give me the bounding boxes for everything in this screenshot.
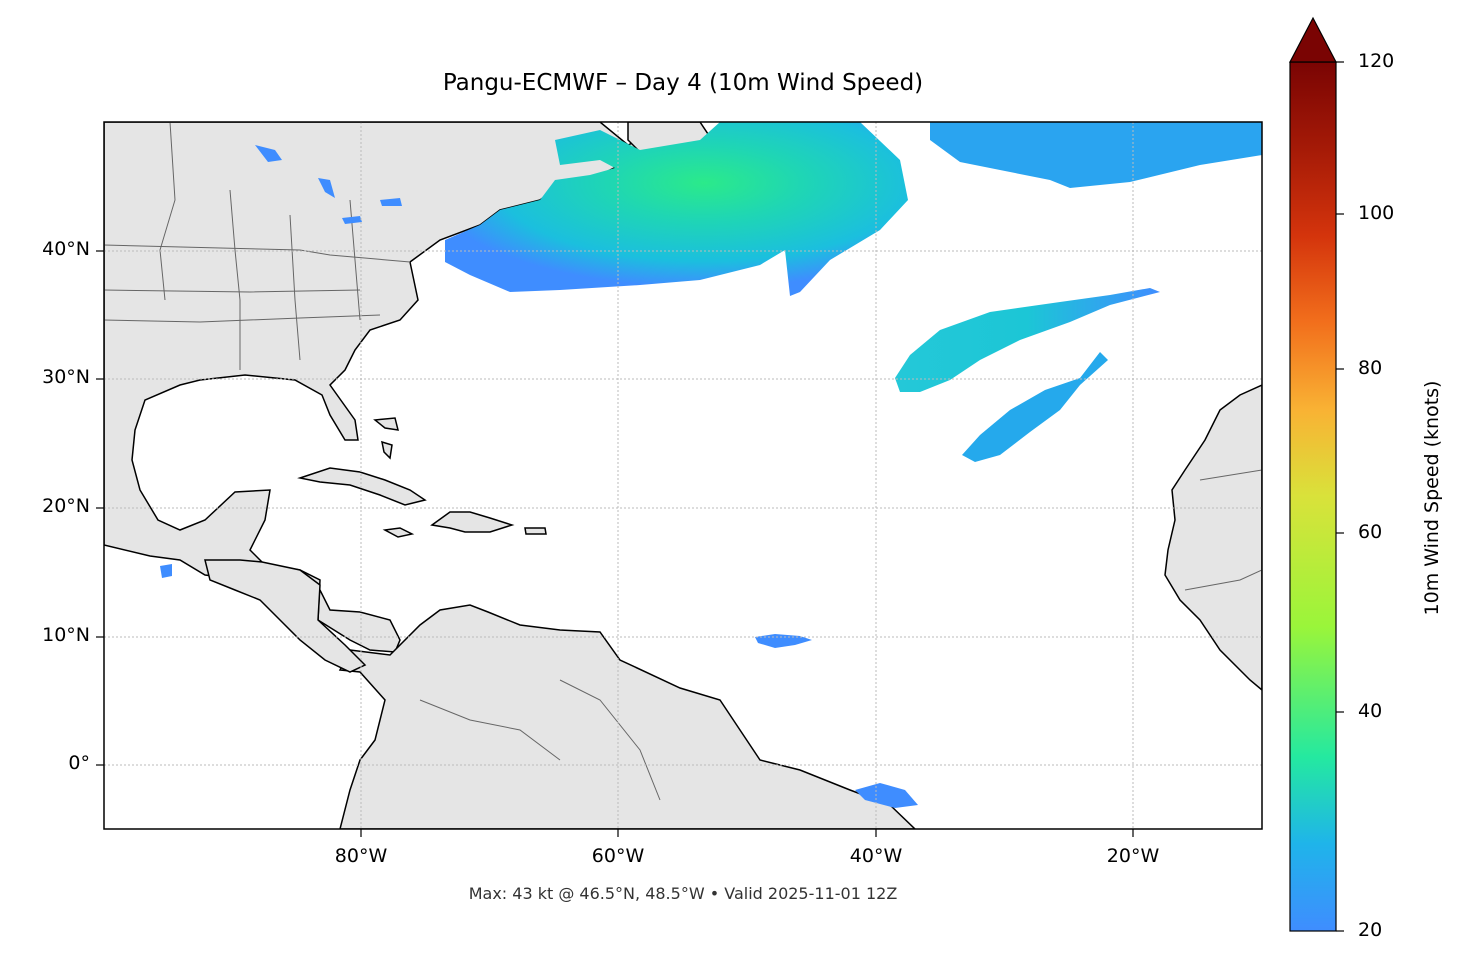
colorbar-tick-40: 40 (1358, 700, 1383, 722)
map-title: Pangu-ECMWF – Day 4 (10m Wind Speed) (442, 70, 924, 96)
northeast-atlantic-band (930, 122, 1262, 188)
africa-land (1164, 384, 1262, 691)
lon-label-40w: 40°W (849, 845, 903, 867)
jamaica-land (382, 527, 415, 538)
great-lakes-patch (255, 145, 402, 224)
colorbar-tick-60: 60 (1358, 521, 1383, 543)
map-layers (104, 122, 1262, 829)
bahamas-land (373, 417, 400, 460)
colorbar-tick-20: 20 (1358, 919, 1383, 941)
gridlines (104, 122, 1262, 829)
hispaniola-land (430, 511, 515, 533)
colorbar-gradient (1289, 61, 1337, 932)
lon-label-20w: 20°W (1106, 845, 1160, 867)
south-america-land (338, 604, 917, 829)
colorbar-tick-100: 100 (1358, 202, 1395, 224)
lat-label-30n: 30°N (42, 366, 90, 388)
central-atlantic-band-north (895, 288, 1160, 392)
lat-label-20n: 20°N (42, 495, 90, 517)
colorbar-extend-arrow (1289, 16, 1337, 63)
central-atlantic-band-south (962, 352, 1108, 462)
puerto-rico-land (524, 527, 547, 535)
northwest-atlantic-jet (445, 122, 908, 296)
colorbar-tick-80: 80 (1358, 357, 1383, 379)
colorbar-label: 10m Wind Speed (knots) (1421, 380, 1443, 616)
axis-ticks (96, 250, 1134, 837)
lat-label-40n: 40°N (42, 238, 90, 260)
colorbar (1289, 16, 1344, 932)
central-america-land (204, 559, 367, 673)
cuba-land (297, 467, 427, 506)
lat-label-0: 0° (68, 752, 90, 774)
map-footer-note: Max: 43 kt @ 46.5°N, 48.5°W • Valid 2025… (468, 884, 898, 903)
colorbar-tick-120: 120 (1358, 50, 1395, 72)
lat-label-10n: 10°N (42, 624, 90, 646)
map-frame (103, 121, 1263, 830)
colorbar-ticks (1336, 61, 1344, 932)
equatorial-patch (855, 783, 918, 808)
lon-label-80w: 80°W (334, 845, 388, 867)
pacific-patch (160, 564, 172, 578)
lon-label-60w: 60°W (591, 845, 645, 867)
state-borders (104, 122, 1262, 801)
